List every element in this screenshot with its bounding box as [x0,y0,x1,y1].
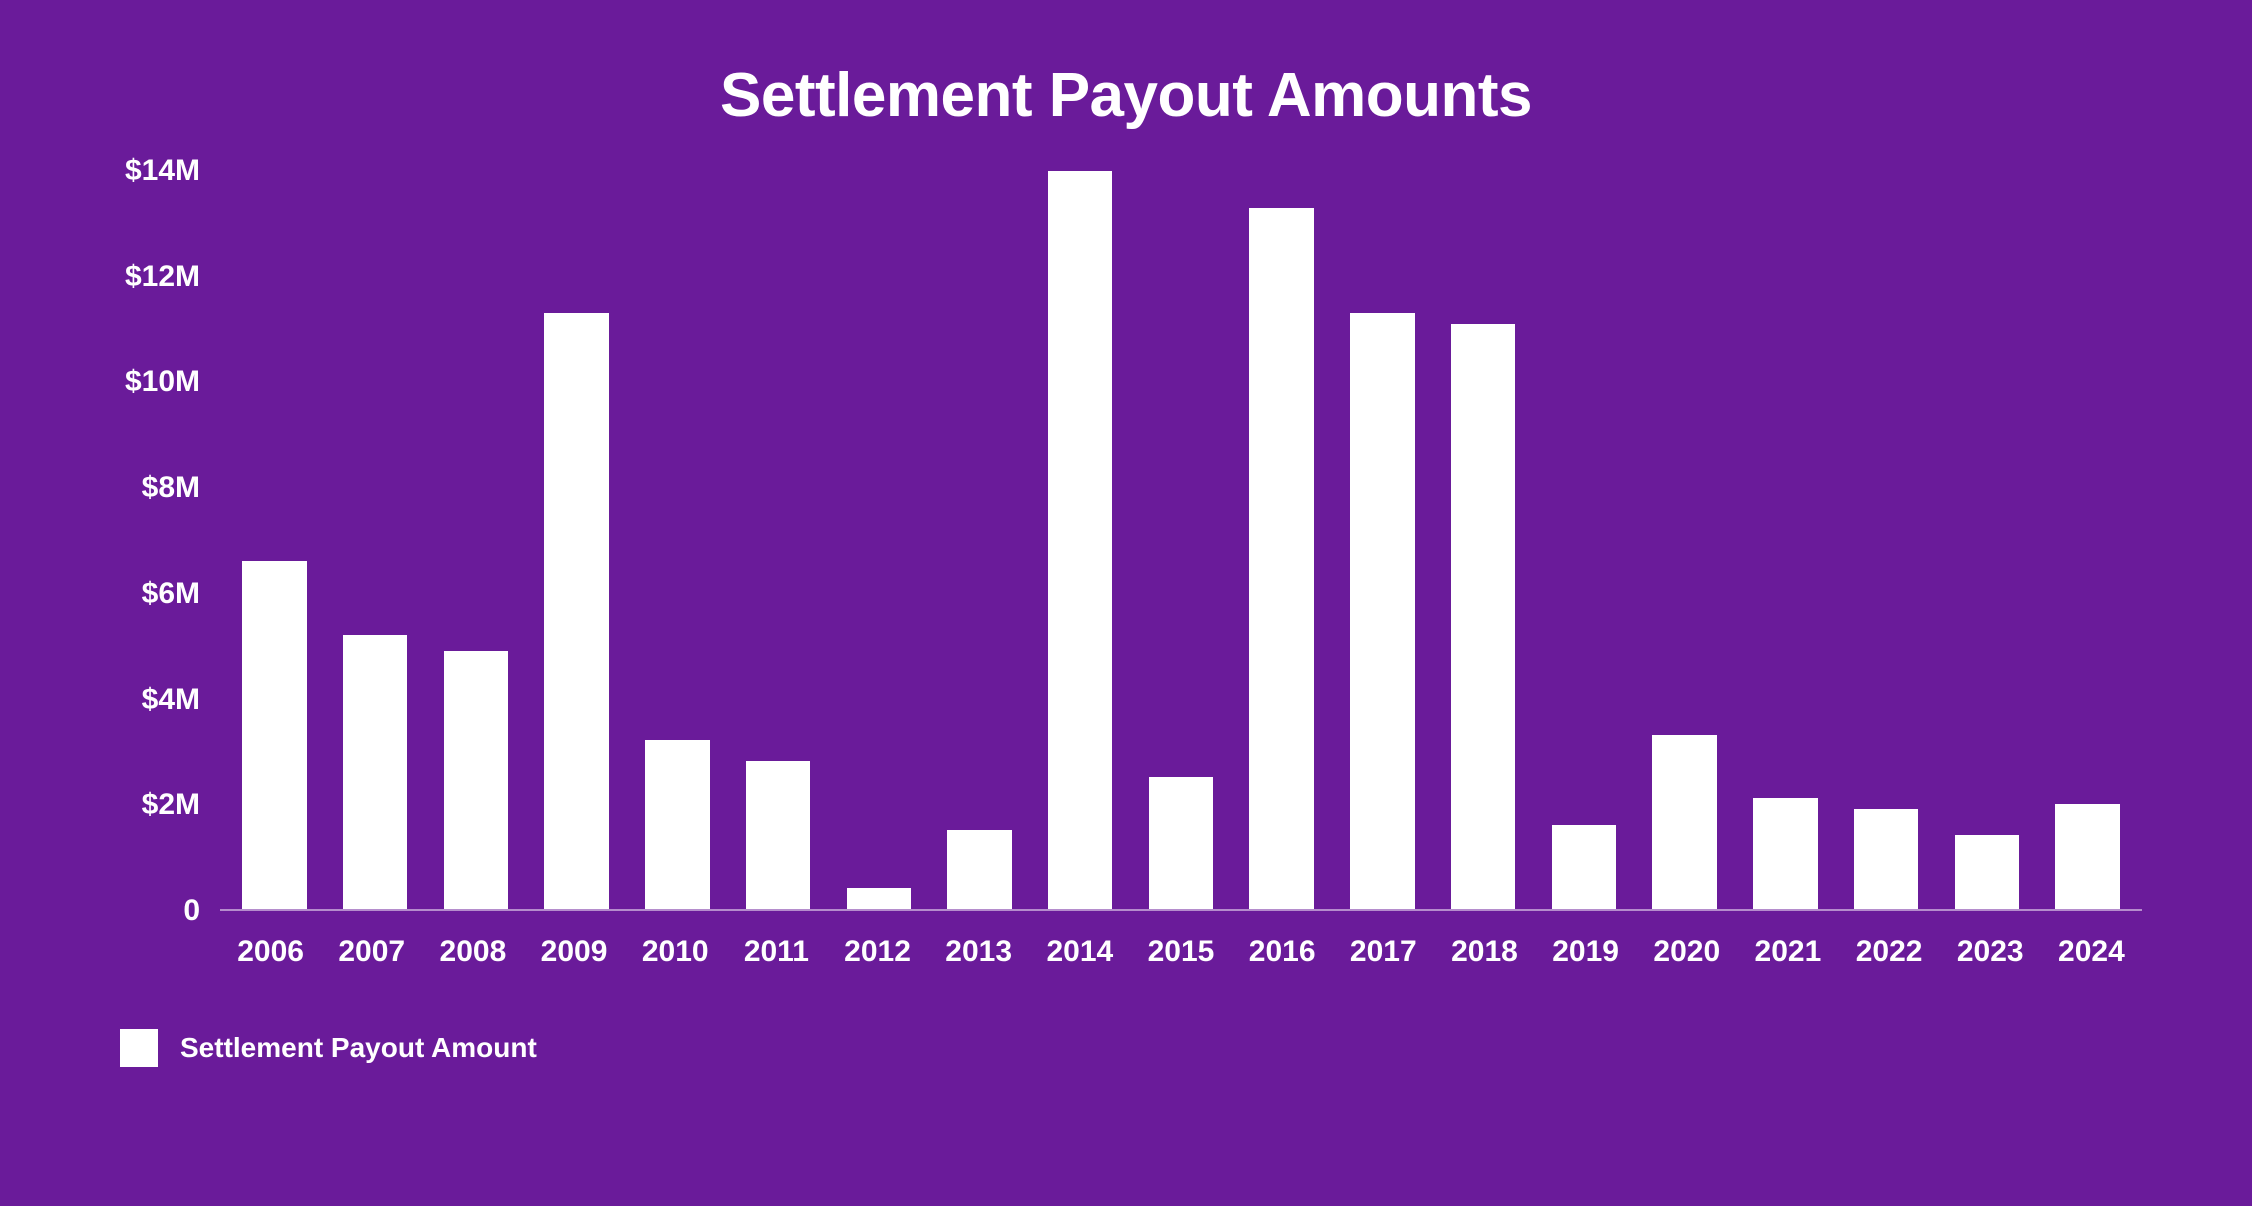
settlement-chart: Settlement Payout Amounts 0 $2M $4M $6M $8M $… [0,0,2252,1206]
y-tick: $2M [142,788,200,822]
bar-slot [929,171,1030,909]
bar [1249,208,1313,909]
bar-slot [1634,171,1735,909]
plot-area [220,171,2142,911]
bar-slot [728,171,829,909]
bar [1753,798,1817,909]
x-tick: 2019 [1535,935,1636,969]
x-tick: 2010 [625,935,726,969]
bar [1350,313,1414,909]
bar [544,313,608,909]
x-tick: 2016 [1232,935,1333,969]
bar [1451,324,1515,909]
bar [1652,735,1716,909]
bar-slot [2037,171,2138,909]
y-tick: $12M [125,260,200,294]
x-tick: 2007 [321,935,422,969]
bar-slot [1836,171,1937,909]
x-tick: 2013 [928,935,1029,969]
x-tick: 2018 [1434,935,1535,969]
bar [242,561,306,909]
bar [1955,835,2019,909]
bar-slot [1936,171,2037,909]
x-tick: 2022 [1839,935,1940,969]
bar-slot [224,171,325,909]
x-tick: 2006 [220,935,321,969]
x-tick: 2023 [1940,935,2041,969]
bar-slot [828,171,929,909]
bar [444,651,508,909]
x-tick: 2014 [1029,935,1130,969]
bar [947,830,1011,909]
bar-slot [627,171,728,909]
bar [343,635,407,909]
x-tick: 2009 [523,935,624,969]
y-axis: 0$2M$4M$6M$8M$10M$12M$14M [110,171,220,911]
y-tick: $4M [142,683,200,717]
x-tick: 2015 [1130,935,1231,969]
x-tick: 2017 [1333,935,1434,969]
y-tick: $6M [142,577,200,611]
bar [1048,171,1112,909]
x-tick: 2008 [422,935,523,969]
bar-slot [1735,171,1836,909]
legend-swatch [120,1029,158,1067]
bar-slot [1332,171,1433,909]
y-tick: 0 [183,894,200,928]
bar-slot [1131,171,1232,909]
bar [645,740,709,909]
y-tick: $8M [142,471,200,505]
bar-slot [1231,171,1332,909]
plot-wrap: 0$2M$4M$6M$8M$10M$12M$14M [110,171,2142,911]
x-tick: 2020 [1636,935,1737,969]
bar-slot [425,171,526,909]
bar [746,761,810,909]
bar [847,888,911,909]
bar-slot [1534,171,1635,909]
y-tick: $10M [125,365,200,399]
legend-label: Settlement Payout Amount [180,1032,537,1064]
bar [2055,804,2119,909]
x-tick: 2024 [2041,935,2142,969]
bar [1854,809,1918,909]
bar-slot [526,171,627,909]
x-tick: 2021 [1737,935,1838,969]
y-tick: $14M [125,154,200,188]
bar [1149,777,1213,909]
x-axis: 2006200720082009201020112012201320142015… [220,935,2142,969]
bar-slot [1030,171,1131,909]
chart-title: Settlement Payout Amounts [110,60,2142,131]
bar [1552,825,1616,909]
x-tick: 2012 [827,935,928,969]
bar-slot [1433,171,1534,909]
bar-slot [325,171,426,909]
bars-group [220,171,2142,909]
x-tick: 2011 [726,935,827,969]
legend: Settlement Payout Amount [120,1029,2142,1067]
